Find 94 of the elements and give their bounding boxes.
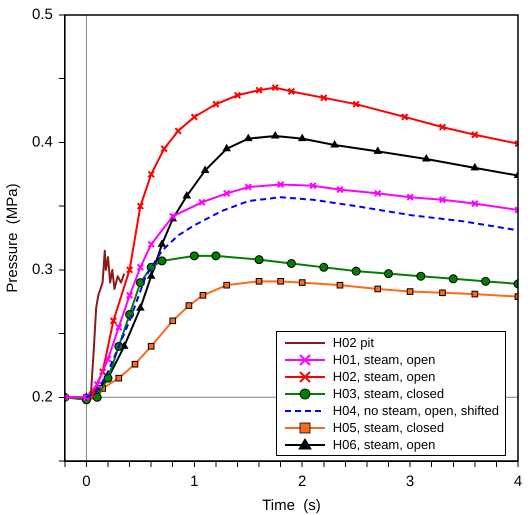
- point: [406, 193, 414, 202]
- point: [286, 258, 296, 268]
- y-tick-label: 0.4: [32, 134, 53, 151]
- point: [198, 198, 206, 206]
- x-tick-label: 1: [190, 473, 198, 490]
- legend-label: H02, steam, open: [332, 368, 436, 385]
- point: [288, 88, 296, 96]
- point: [92, 392, 102, 402]
- point: [471, 200, 479, 208]
- point: [160, 144, 168, 153]
- x-tick-label: 4: [514, 473, 522, 490]
- point: [319, 262, 328, 272]
- point: [352, 266, 361, 276]
- legend-label: H03, steam, closed: [332, 385, 444, 402]
- point: [320, 94, 328, 102]
- x-axis-title: Time (s): [262, 497, 321, 514]
- legend-label: H01, steam, open: [332, 351, 436, 368]
- point: [169, 318, 176, 324]
- legend-label: H06, steam, open: [332, 436, 436, 453]
- point: [481, 276, 490, 286]
- point: [271, 132, 280, 139]
- point: [439, 289, 446, 296]
- legend-label: H05, steam, closed: [332, 419, 444, 436]
- legend-label: H04, no steam, open, shifted: [332, 402, 499, 419]
- point: [309, 182, 317, 190]
- point: [256, 278, 262, 285]
- point: [222, 190, 231, 198]
- point: [298, 134, 306, 142]
- point: [114, 323, 123, 332]
- point: [374, 286, 382, 292]
- x-tick-label: 3: [406, 473, 414, 490]
- point: [110, 317, 118, 325]
- point: [234, 91, 242, 100]
- point: [200, 292, 206, 299]
- point: [438, 196, 446, 204]
- point: [211, 251, 220, 260]
- point: [136, 202, 144, 210]
- y-tick-label: 0.2: [32, 388, 53, 406]
- point: [98, 368, 106, 376]
- x-tick-label: 0: [82, 473, 91, 490]
- y-tick-label: 0.3: [32, 261, 53, 278]
- point: [276, 180, 284, 188]
- point: [88, 390, 96, 399]
- point: [136, 278, 145, 288]
- point: [126, 266, 134, 274]
- point: [336, 282, 344, 288]
- point: [255, 86, 263, 94]
- point: [374, 190, 382, 198]
- point: [104, 355, 112, 363]
- point: [277, 278, 284, 285]
- point: [190, 251, 199, 260]
- point: [147, 272, 156, 279]
- point: [147, 240, 155, 248]
- point: [400, 113, 409, 121]
- point: [186, 302, 192, 309]
- point: [352, 100, 360, 108]
- point: [136, 304, 144, 311]
- point: [244, 134, 252, 142]
- point: [271, 84, 280, 92]
- point: [174, 127, 182, 135]
- point: [244, 183, 252, 191]
- y-axis-title: Pressure (MPa): [4, 183, 22, 293]
- point: [182, 191, 191, 198]
- point: [222, 144, 231, 152]
- point: [157, 256, 166, 266]
- point: [190, 113, 198, 121]
- point: [374, 146, 382, 154]
- y-tick-label: 0.5: [32, 6, 53, 24]
- point: [330, 140, 339, 148]
- point: [201, 166, 210, 173]
- point: [471, 130, 479, 139]
- point: [212, 100, 220, 108]
- point: [223, 282, 230, 288]
- point: [93, 380, 102, 388]
- point: [422, 154, 430, 162]
- point: [472, 290, 478, 298]
- point: [406, 288, 414, 295]
- legend-label: H02 pit: [332, 334, 374, 351]
- point: [158, 240, 166, 247]
- point: [254, 255, 264, 264]
- point: [336, 186, 344, 194]
- point: [438, 123, 446, 131]
- point: [448, 274, 458, 284]
- x-tick-label: 2: [298, 473, 306, 490]
- point: [298, 279, 306, 286]
- point: [470, 163, 479, 170]
- point: [384, 269, 394, 278]
- point: [416, 272, 426, 281]
- point: [126, 292, 134, 300]
- point: [147, 170, 155, 178]
- point: [132, 360, 138, 368]
- point: [115, 374, 122, 382]
- point: [136, 263, 144, 272]
- point: [148, 342, 154, 350]
